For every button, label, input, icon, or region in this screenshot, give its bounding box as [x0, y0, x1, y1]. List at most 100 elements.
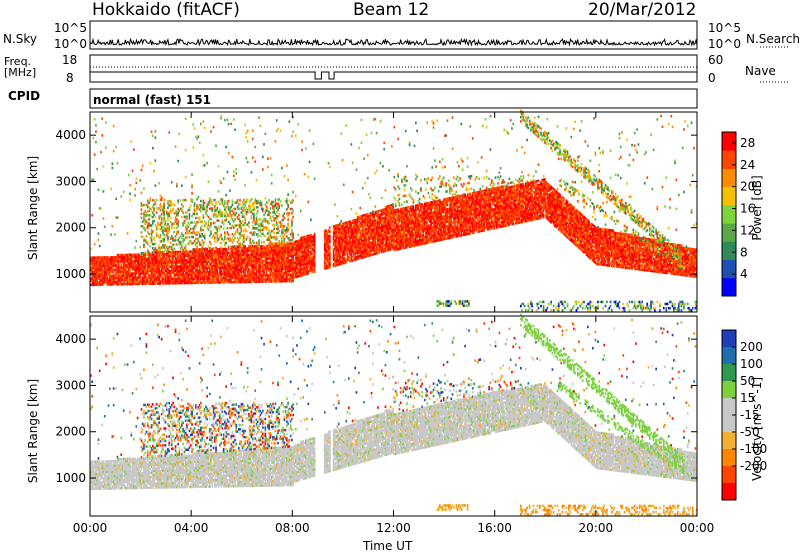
- power-cell: [238, 239, 240, 242]
- power-cell: [247, 161, 249, 164]
- power-cell: [160, 234, 162, 237]
- power-cell: [287, 218, 289, 221]
- power-cell: [153, 207, 155, 210]
- cpid-panel-frame: [90, 89, 697, 108]
- power-cell: [144, 229, 146, 232]
- power-cell: [196, 198, 198, 201]
- power-cell: [141, 217, 143, 220]
- power-cell: [229, 223, 231, 226]
- power-cell: [120, 195, 122, 198]
- power-cell: [101, 117, 103, 120]
- power-cell: [165, 236, 167, 239]
- power-cell: [204, 127, 206, 130]
- power-cell: [246, 238, 248, 241]
- power-cell: [235, 172, 237, 175]
- power-cell: [276, 221, 278, 224]
- power-cell: [214, 205, 216, 208]
- power-cell: [223, 177, 225, 180]
- power-cell: [208, 181, 210, 184]
- power-cell: [177, 220, 179, 223]
- power-cell: [103, 217, 105, 220]
- power-cell: [364, 182, 366, 185]
- power-cell: [141, 169, 143, 172]
- power-cell: [239, 203, 241, 206]
- power-cell: [383, 142, 385, 145]
- power-cell: [228, 123, 230, 126]
- power-cell: [201, 221, 203, 224]
- power-cell: [256, 242, 258, 245]
- power-cell: [222, 211, 224, 214]
- power-cell: [94, 243, 96, 246]
- power-cell: [165, 219, 167, 222]
- power-cell: [270, 216, 272, 219]
- power-cell: [136, 182, 138, 185]
- power-cell: [270, 211, 272, 214]
- power-cell: [110, 233, 112, 236]
- power-cell: [301, 149, 303, 152]
- power-cell: [210, 218, 212, 221]
- power-cell: [153, 237, 155, 240]
- power-cell: [251, 242, 253, 245]
- power-cell: [115, 198, 117, 201]
- power-cell: [93, 137, 95, 140]
- power-cell: [261, 241, 263, 244]
- power-cell: [363, 157, 365, 160]
- power-cell: [180, 199, 182, 202]
- power-cell: [210, 243, 212, 246]
- power-cell: [253, 242, 255, 245]
- power-cell: [200, 235, 202, 238]
- power-cell: [172, 208, 174, 211]
- power-cell: [228, 152, 230, 155]
- power-cell: [170, 217, 172, 220]
- power-cell: [105, 121, 107, 124]
- power-cell: [113, 125, 115, 128]
- power-cell: [340, 132, 342, 135]
- power-cell: [174, 243, 176, 246]
- power-cell: [287, 204, 289, 207]
- power-cell: [200, 200, 202, 203]
- power-cell: [148, 202, 150, 205]
- power-cell: [225, 242, 227, 245]
- power-cell: [181, 185, 183, 188]
- power-cell: [286, 164, 288, 167]
- power-cell: [289, 212, 291, 215]
- power-cell: [182, 205, 184, 208]
- power-cell: [204, 233, 206, 236]
- power-cell: [232, 156, 234, 159]
- power-cell: [263, 241, 265, 244]
- power-cell: [161, 213, 163, 216]
- power-cell: [204, 164, 206, 167]
- power-cell: [375, 118, 377, 121]
- power-cell: [277, 209, 279, 212]
- power-cell: [352, 191, 354, 194]
- power-cell: [370, 197, 372, 200]
- power-cell: [163, 203, 165, 206]
- power-cell: [200, 210, 202, 213]
- power-cell: [256, 179, 258, 182]
- power-cell: [129, 184, 131, 187]
- power-cell: [284, 233, 286, 236]
- power-cell: [249, 238, 251, 241]
- power-cell: [186, 211, 188, 214]
- power-cell: [329, 235, 331, 238]
- power-cell: [167, 236, 169, 239]
- power-cell: [94, 118, 96, 121]
- power-cell: [196, 242, 198, 245]
- power-cell: [148, 218, 150, 221]
- power-cell: [198, 221, 200, 224]
- power-cell: [343, 184, 345, 187]
- power-cell: [176, 243, 178, 246]
- power-cell: [295, 195, 297, 198]
- power-cell: [211, 207, 213, 210]
- power-cell: [204, 206, 206, 209]
- power-cell: [141, 231, 143, 234]
- power-cell: [196, 246, 198, 249]
- power-cell: [195, 217, 197, 220]
- power-cell: [176, 183, 178, 186]
- power-cell: [253, 206, 255, 209]
- power-cell: [237, 228, 239, 231]
- power-cell: [278, 230, 280, 233]
- power-cell: [171, 181, 173, 184]
- power-cell: [230, 123, 232, 126]
- power-cell: [153, 170, 155, 173]
